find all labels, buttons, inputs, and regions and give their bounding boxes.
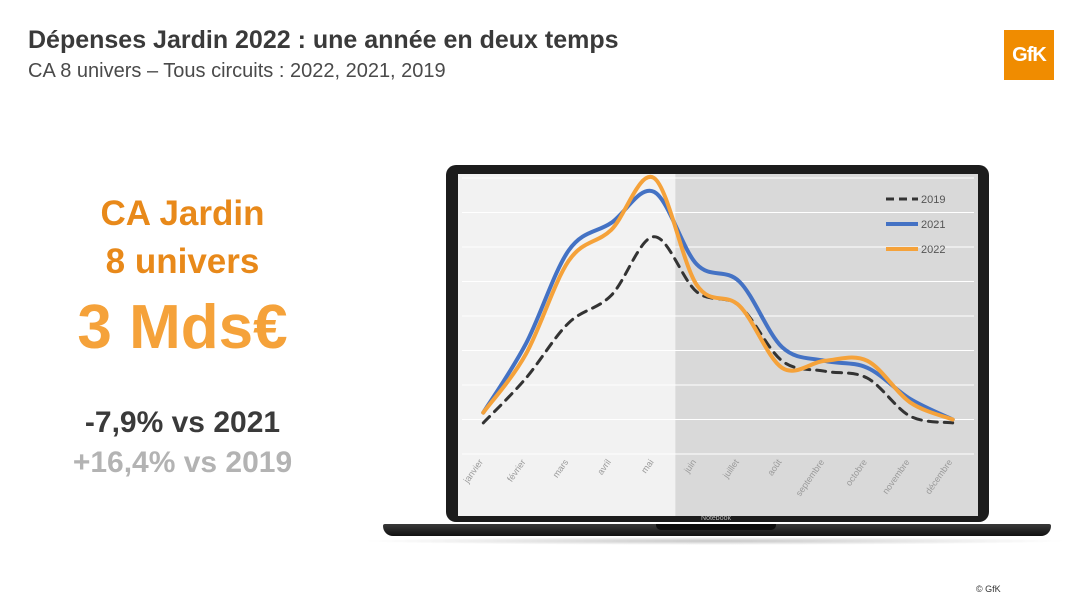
data-point-2022 [568, 260, 569, 261]
data-point-2019 [867, 378, 868, 379]
data-point-2019 [568, 322, 569, 323]
data-point-2019 [526, 378, 527, 379]
data-point-2021 [910, 398, 911, 399]
data-point-2021 [867, 367, 868, 368]
data-point-2019 [611, 295, 612, 296]
gfk-logo: GfK [1004, 30, 1054, 80]
line-chart: janvier février mars avril mai juin juillet aoû… [458, 174, 978, 516]
data-point-2021 [654, 191, 655, 192]
shaded-region [675, 174, 978, 516]
legend-label: 2021 [921, 219, 945, 231]
data-point-2019 [696, 291, 697, 292]
page-title: Dépenses Jardin 2022 : une année en deux… [28, 26, 619, 54]
legend-label: 2019 [921, 194, 945, 206]
data-point-2022 [824, 360, 825, 361]
data-point-2021 [739, 281, 740, 282]
page-subtitle: CA 8 univers – Tous circuits : 2022, 202… [28, 60, 446, 82]
data-point-2021 [526, 343, 527, 344]
data-point-2022 [526, 353, 527, 354]
data-point-2021 [611, 222, 612, 223]
data-point-2021 [782, 347, 783, 348]
data-point-2022 [952, 419, 953, 420]
data-point-2019 [782, 360, 783, 361]
kpi-line2: 8 univers [105, 242, 260, 281]
data-point-2022 [696, 284, 697, 285]
data-point-2019 [824, 371, 825, 372]
laptop-base [383, 524, 1051, 536]
kpi-vs-2021: -7,9% vs 2021 [84, 406, 281, 439]
data-point-2022 [483, 412, 484, 413]
data-point-2022 [910, 402, 911, 403]
data-point-2022 [739, 305, 740, 306]
kpi-value: 3 Mds€ [77, 293, 288, 362]
kpi-line1: CA Jardin [100, 194, 265, 233]
chart-container: janvier février mars avril mai juin juillet aoû… [458, 174, 978, 516]
data-point-2021 [568, 250, 569, 251]
data-point-2021 [696, 264, 697, 265]
series-line-2021 [481, 188, 955, 422]
shaded-region [458, 174, 676, 516]
laptop-notch [656, 524, 776, 530]
data-point-2022 [782, 367, 783, 368]
copyright: © GfK [976, 584, 1001, 594]
laptop-label: Notebook [701, 515, 731, 522]
data-point-2022 [654, 178, 655, 179]
laptop-shadow [360, 537, 1070, 545]
data-point-2019 [654, 236, 655, 237]
data-point-2022 [611, 229, 612, 230]
data-point-2019 [952, 422, 953, 423]
legend-label: 2022 [921, 244, 945, 256]
series-line-2022 [481, 174, 955, 422]
data-point-2022 [867, 360, 868, 361]
data-point-2019 [910, 416, 911, 417]
kpi-vs-2019: +16,4% vs 2019 [72, 446, 293, 479]
data-point-2019 [483, 422, 484, 423]
